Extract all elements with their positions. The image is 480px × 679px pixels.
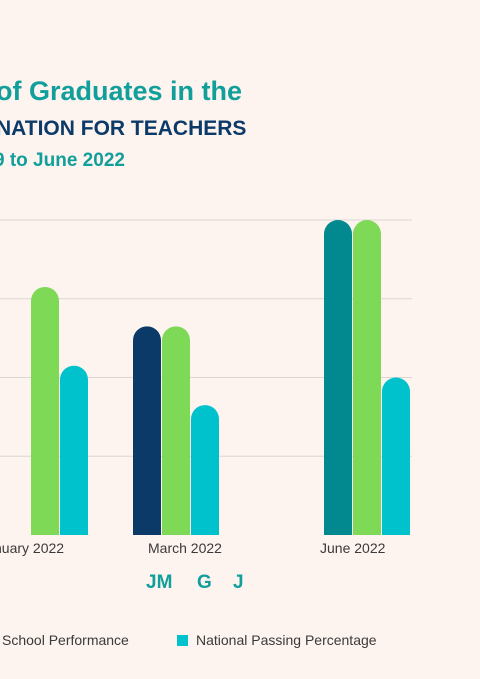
chart-title-line-2: NATION FOR TEACHERS (0, 117, 247, 140)
bar-s1-c0 (31, 286, 59, 535)
bar-s0-c2 (324, 220, 352, 535)
legend-swatch-national-passing (177, 634, 188, 646)
bar-s1-c2 (353, 220, 381, 535)
bar-s1-c1 (162, 326, 191, 535)
chart-subtitle: 9 to June 2022 (0, 150, 125, 171)
annotation-initials: JM (146, 572, 172, 593)
bar-s0-c1 (133, 326, 161, 535)
x-tick-label: March 2022 (148, 540, 222, 556)
chart-title-line-1: of Graduates in the (0, 76, 243, 106)
bar-s2-c1 (191, 405, 219, 535)
annotation-initials: G (197, 572, 212, 593)
legend-label-national-passing: National Passing Percentage (196, 632, 377, 648)
bar-s2-c0 (60, 365, 88, 535)
annotation-initials: J (233, 572, 244, 593)
legend-label-school-performance: l School Performance (0, 632, 129, 648)
legend-item-national-passing: National Passing Percentage (177, 632, 377, 648)
x-tick-label: June 2022 (320, 540, 386, 556)
x-tick-label: nuary 2022 (0, 540, 64, 556)
legend-item-school-performance: l School Performance (0, 632, 129, 648)
bar-s2-c2 (382, 377, 410, 535)
